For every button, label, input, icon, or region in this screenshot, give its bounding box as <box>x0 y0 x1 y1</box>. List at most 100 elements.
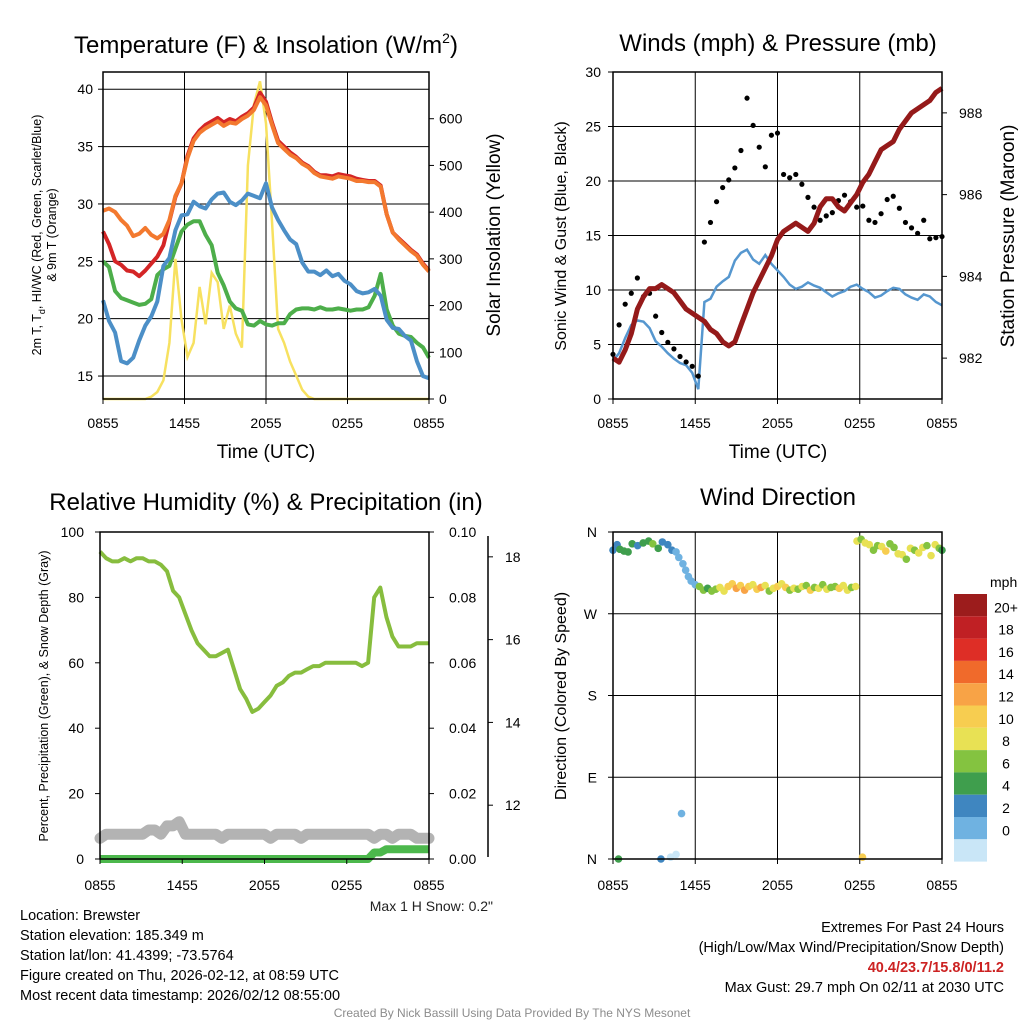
latlon-text: Station lat/lon: 41.4399; -73.5764 <box>20 948 234 964</box>
gust-point <box>653 313 659 319</box>
plot-frame <box>99 531 430 860</box>
y-tick-label: 0 <box>593 391 601 407</box>
gust-point <box>628 290 634 296</box>
legend-title: mph <box>990 574 1017 590</box>
legend-swatch <box>954 616 987 639</box>
credit-text: Created By Nick Bassill Using Data Provi… <box>333 1006 691 1020</box>
gust-point <box>805 194 811 200</box>
gust-point <box>854 204 860 210</box>
y-right-tick-label: 0.00 <box>449 851 476 867</box>
y-axis-label-part: 2m T, T <box>30 314 44 356</box>
x-tick-label: 0855 <box>926 415 957 431</box>
x-tick-label: 1455 <box>680 415 711 431</box>
direction-point <box>902 555 911 564</box>
created-text: Figure created on Thu, 2026-02-12, at 08… <box>20 968 339 984</box>
y-tick-label: N <box>587 851 597 867</box>
extremes-values: 40.4/23.7/15.8/0/11.2 <box>867 960 1004 976</box>
legend-label: 16 <box>998 644 1014 660</box>
extremes-title: Extremes For Past 24 Hours <box>821 920 1004 936</box>
y-right-tick-label: 200 <box>439 298 463 314</box>
y-right-tick-label: 500 <box>439 157 463 173</box>
legend-swatch <box>954 772 987 795</box>
gust-point <box>659 329 665 336</box>
x-tick-label: 0855 <box>87 415 118 431</box>
gust-point <box>902 219 909 226</box>
x-tick-label: 1455 <box>169 415 200 431</box>
y-right-tick-label: 0.04 <box>449 720 476 736</box>
chart-title: Winds (mph) & Pressure (mb) <box>619 30 936 57</box>
gust-point <box>927 236 933 242</box>
snow-note: Max 1 H Snow: 0.2" <box>370 898 493 914</box>
gust-point <box>908 225 915 231</box>
direction-point <box>675 553 683 562</box>
gust-point <box>811 204 817 210</box>
gust-point <box>634 275 640 281</box>
rh-line <box>98 550 429 714</box>
chart-title-main: Temperature (F) & Insolation (W/m <box>74 32 442 59</box>
chart-title: Wind Direction <box>700 484 856 511</box>
y-right-tick-label: 988 <box>959 105 983 121</box>
wind-speed-line <box>612 248 943 390</box>
x-tick-label: 1455 <box>680 877 711 893</box>
y-right-tick-label: 100 <box>439 344 463 360</box>
legend-swatch <box>954 839 987 862</box>
direction-point <box>761 581 769 590</box>
chart-title: Relative Humidity (%) & Precipitation (i… <box>49 489 482 516</box>
x-axis-label: Time (UTC) <box>729 442 828 463</box>
gust-point <box>671 346 677 352</box>
gust-point <box>799 181 805 187</box>
y-right-axis-label: Station Pressure (Maroon) <box>998 125 1019 348</box>
gust-point <box>762 164 768 170</box>
y-tick-label: 80 <box>68 589 84 605</box>
legend-label: 18 <box>998 622 1014 638</box>
direction-point <box>624 548 632 556</box>
legend-swatch <box>954 638 987 661</box>
direction-point <box>881 547 890 555</box>
x-tick-label: 0855 <box>413 415 444 431</box>
legend-label: 6 <box>1002 755 1010 771</box>
chart-title: Temperature (F) & Insolation (W/m2) <box>74 30 458 59</box>
chart-title-close: ) <box>450 32 458 59</box>
gust-point <box>787 175 793 181</box>
snow-axis-tick-label: 16 <box>505 632 521 648</box>
x-tick-label: 0855 <box>413 877 444 893</box>
gust-point <box>683 359 689 365</box>
gust-point <box>665 339 671 345</box>
humidity-chart: 0 20 40 60 80 100 0.00 0.02 0.04 0.06 0.08 0.10 12 14… <box>37 489 521 914</box>
direction-point <box>851 582 860 591</box>
series-line-9m-t <box>102 95 431 273</box>
y-tick-label: 35 <box>77 139 93 155</box>
direction-point <box>914 549 923 557</box>
y-axis-label-subscript: d <box>37 309 47 314</box>
gust-point <box>866 217 872 223</box>
x-tick-label: 2055 <box>762 877 793 893</box>
y-axis-label-line2: & 9m T (Orange) <box>45 188 59 281</box>
snow-axis-tick-label: 12 <box>505 797 521 813</box>
y-right-tick-label: 0.10 <box>449 524 476 540</box>
x-tick-label: 0255 <box>331 877 362 893</box>
y-right-tick-label: 986 <box>959 187 983 203</box>
gust-point <box>756 144 762 150</box>
legend-label: 14 <box>998 666 1014 682</box>
y-right-axis-label: Solar Insolation (Yellow) <box>484 133 505 336</box>
y-right-tick-label: 300 <box>439 251 463 267</box>
y-tick-label: W <box>584 606 598 622</box>
gust-point <box>921 217 927 223</box>
y-tick-label: 5 <box>593 337 601 353</box>
direction-point <box>681 566 690 574</box>
y-tick-label: S <box>588 688 597 704</box>
gust-point <box>774 130 781 136</box>
y-axis-label: Sonic Wind & Gust (Blue, Black) <box>553 121 570 350</box>
legend-swatch <box>954 817 987 840</box>
gust-point <box>823 213 829 219</box>
direction-point <box>654 544 663 553</box>
pressure-line <box>611 86 944 365</box>
gust-point <box>841 192 848 198</box>
y-tick-label: 60 <box>68 655 84 671</box>
winds-chart: 0 5 10 15 20 25 30 982 984 986 988 0855 1455 2055 0255… <box>553 30 1019 463</box>
y-tick-label: E <box>588 769 597 785</box>
y-axis-label-part: , HI/WC (Red, Green, Scarlet/Blue) <box>30 115 44 310</box>
gust-point <box>793 171 799 178</box>
